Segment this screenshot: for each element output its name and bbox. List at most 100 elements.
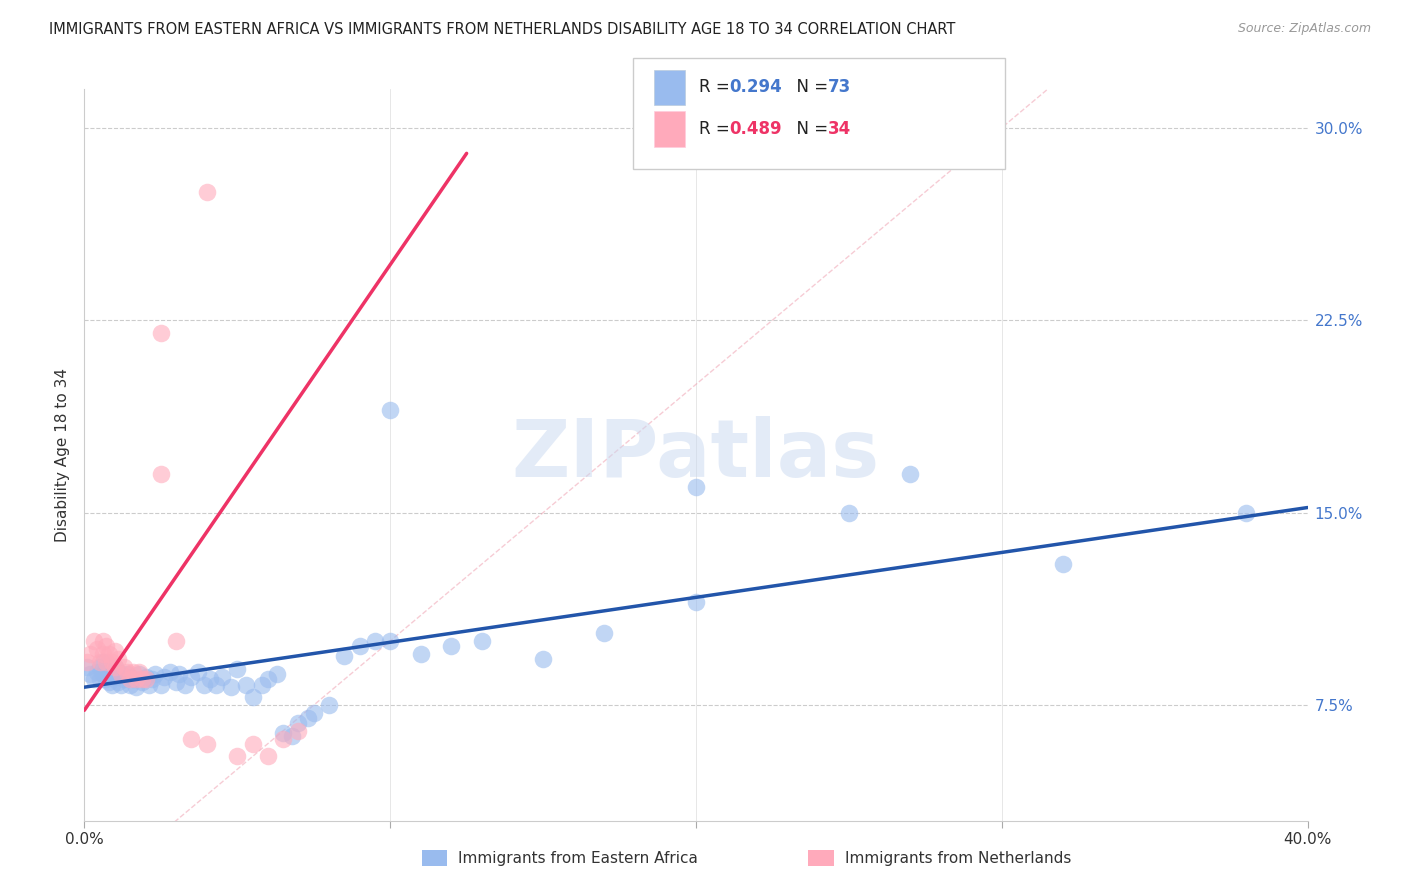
Y-axis label: Disability Age 18 to 34: Disability Age 18 to 34 xyxy=(55,368,70,542)
Point xyxy=(115,667,138,681)
Point xyxy=(107,675,129,690)
Point xyxy=(242,737,264,751)
Point xyxy=(195,737,218,751)
Text: Source: ZipAtlas.com: Source: ZipAtlas.com xyxy=(1237,22,1371,36)
Point xyxy=(242,690,264,705)
Point xyxy=(131,673,153,687)
Point xyxy=(186,665,208,679)
Point xyxy=(297,711,319,725)
Point xyxy=(193,678,215,692)
Point xyxy=(531,652,554,666)
Point xyxy=(94,659,117,673)
Point xyxy=(226,662,249,676)
Point xyxy=(97,647,120,661)
Point xyxy=(135,673,157,687)
Point xyxy=(128,665,150,679)
Point xyxy=(1052,557,1074,571)
Point xyxy=(122,673,145,687)
Text: 0.489: 0.489 xyxy=(730,120,782,138)
Point xyxy=(471,634,494,648)
Point xyxy=(380,403,402,417)
Point xyxy=(149,326,172,340)
Point xyxy=(97,675,120,690)
Point xyxy=(76,659,98,673)
Point xyxy=(180,670,202,684)
Point xyxy=(135,670,157,684)
Point xyxy=(107,652,129,666)
Text: 73: 73 xyxy=(828,78,852,96)
Point xyxy=(205,678,228,692)
Point xyxy=(143,667,166,681)
Text: ZIPatlas: ZIPatlas xyxy=(512,416,880,494)
Point xyxy=(149,467,172,482)
Point xyxy=(138,678,160,692)
Point xyxy=(79,667,101,681)
Point xyxy=(112,659,135,673)
Point xyxy=(195,185,218,199)
Point xyxy=(110,667,132,681)
Point xyxy=(593,626,616,640)
Point xyxy=(107,665,129,679)
Text: N =: N = xyxy=(786,120,834,138)
Point xyxy=(79,647,101,661)
Point xyxy=(110,678,132,692)
Point xyxy=(122,665,145,679)
Point xyxy=(91,647,114,661)
Point xyxy=(838,506,860,520)
Point xyxy=(104,670,127,684)
Point xyxy=(86,641,108,656)
Text: 0.294: 0.294 xyxy=(730,78,783,96)
Point xyxy=(153,670,176,684)
Point xyxy=(104,659,127,673)
Point xyxy=(94,639,117,653)
Point xyxy=(101,655,124,669)
Point xyxy=(120,670,142,684)
Point xyxy=(94,655,117,669)
Point xyxy=(115,665,138,679)
Point xyxy=(97,665,120,679)
Point xyxy=(120,678,142,692)
Point xyxy=(287,723,309,738)
Point xyxy=(333,649,356,664)
Point xyxy=(271,731,294,746)
Point xyxy=(104,659,127,673)
Point xyxy=(91,655,114,669)
Point xyxy=(409,647,432,661)
Point xyxy=(120,673,142,687)
Point xyxy=(198,673,221,687)
Point xyxy=(685,480,707,494)
Point xyxy=(86,665,108,679)
Point xyxy=(281,729,304,743)
Point xyxy=(898,467,921,482)
Point xyxy=(125,680,148,694)
Text: N =: N = xyxy=(786,78,834,96)
Point xyxy=(101,665,124,679)
Point xyxy=(302,706,325,720)
Text: 34: 34 xyxy=(828,120,852,138)
Point xyxy=(159,665,181,679)
Point xyxy=(235,678,257,692)
Point xyxy=(257,749,280,764)
Point xyxy=(180,731,202,746)
Point xyxy=(174,678,197,692)
Point xyxy=(266,667,288,681)
Point xyxy=(89,659,111,673)
Point xyxy=(271,726,294,740)
Point xyxy=(318,698,340,713)
Point xyxy=(1236,506,1258,520)
Point xyxy=(226,749,249,764)
Point xyxy=(167,667,190,681)
Point xyxy=(219,680,242,694)
Point xyxy=(364,634,387,648)
Point xyxy=(149,678,172,692)
Text: R =: R = xyxy=(699,120,735,138)
Point xyxy=(257,673,280,687)
Point xyxy=(76,655,98,669)
Text: R =: R = xyxy=(699,78,735,96)
Point xyxy=(250,678,273,692)
Point xyxy=(101,678,124,692)
Point xyxy=(211,670,233,684)
Point xyxy=(112,673,135,687)
Point xyxy=(141,673,163,687)
Point xyxy=(165,675,187,690)
